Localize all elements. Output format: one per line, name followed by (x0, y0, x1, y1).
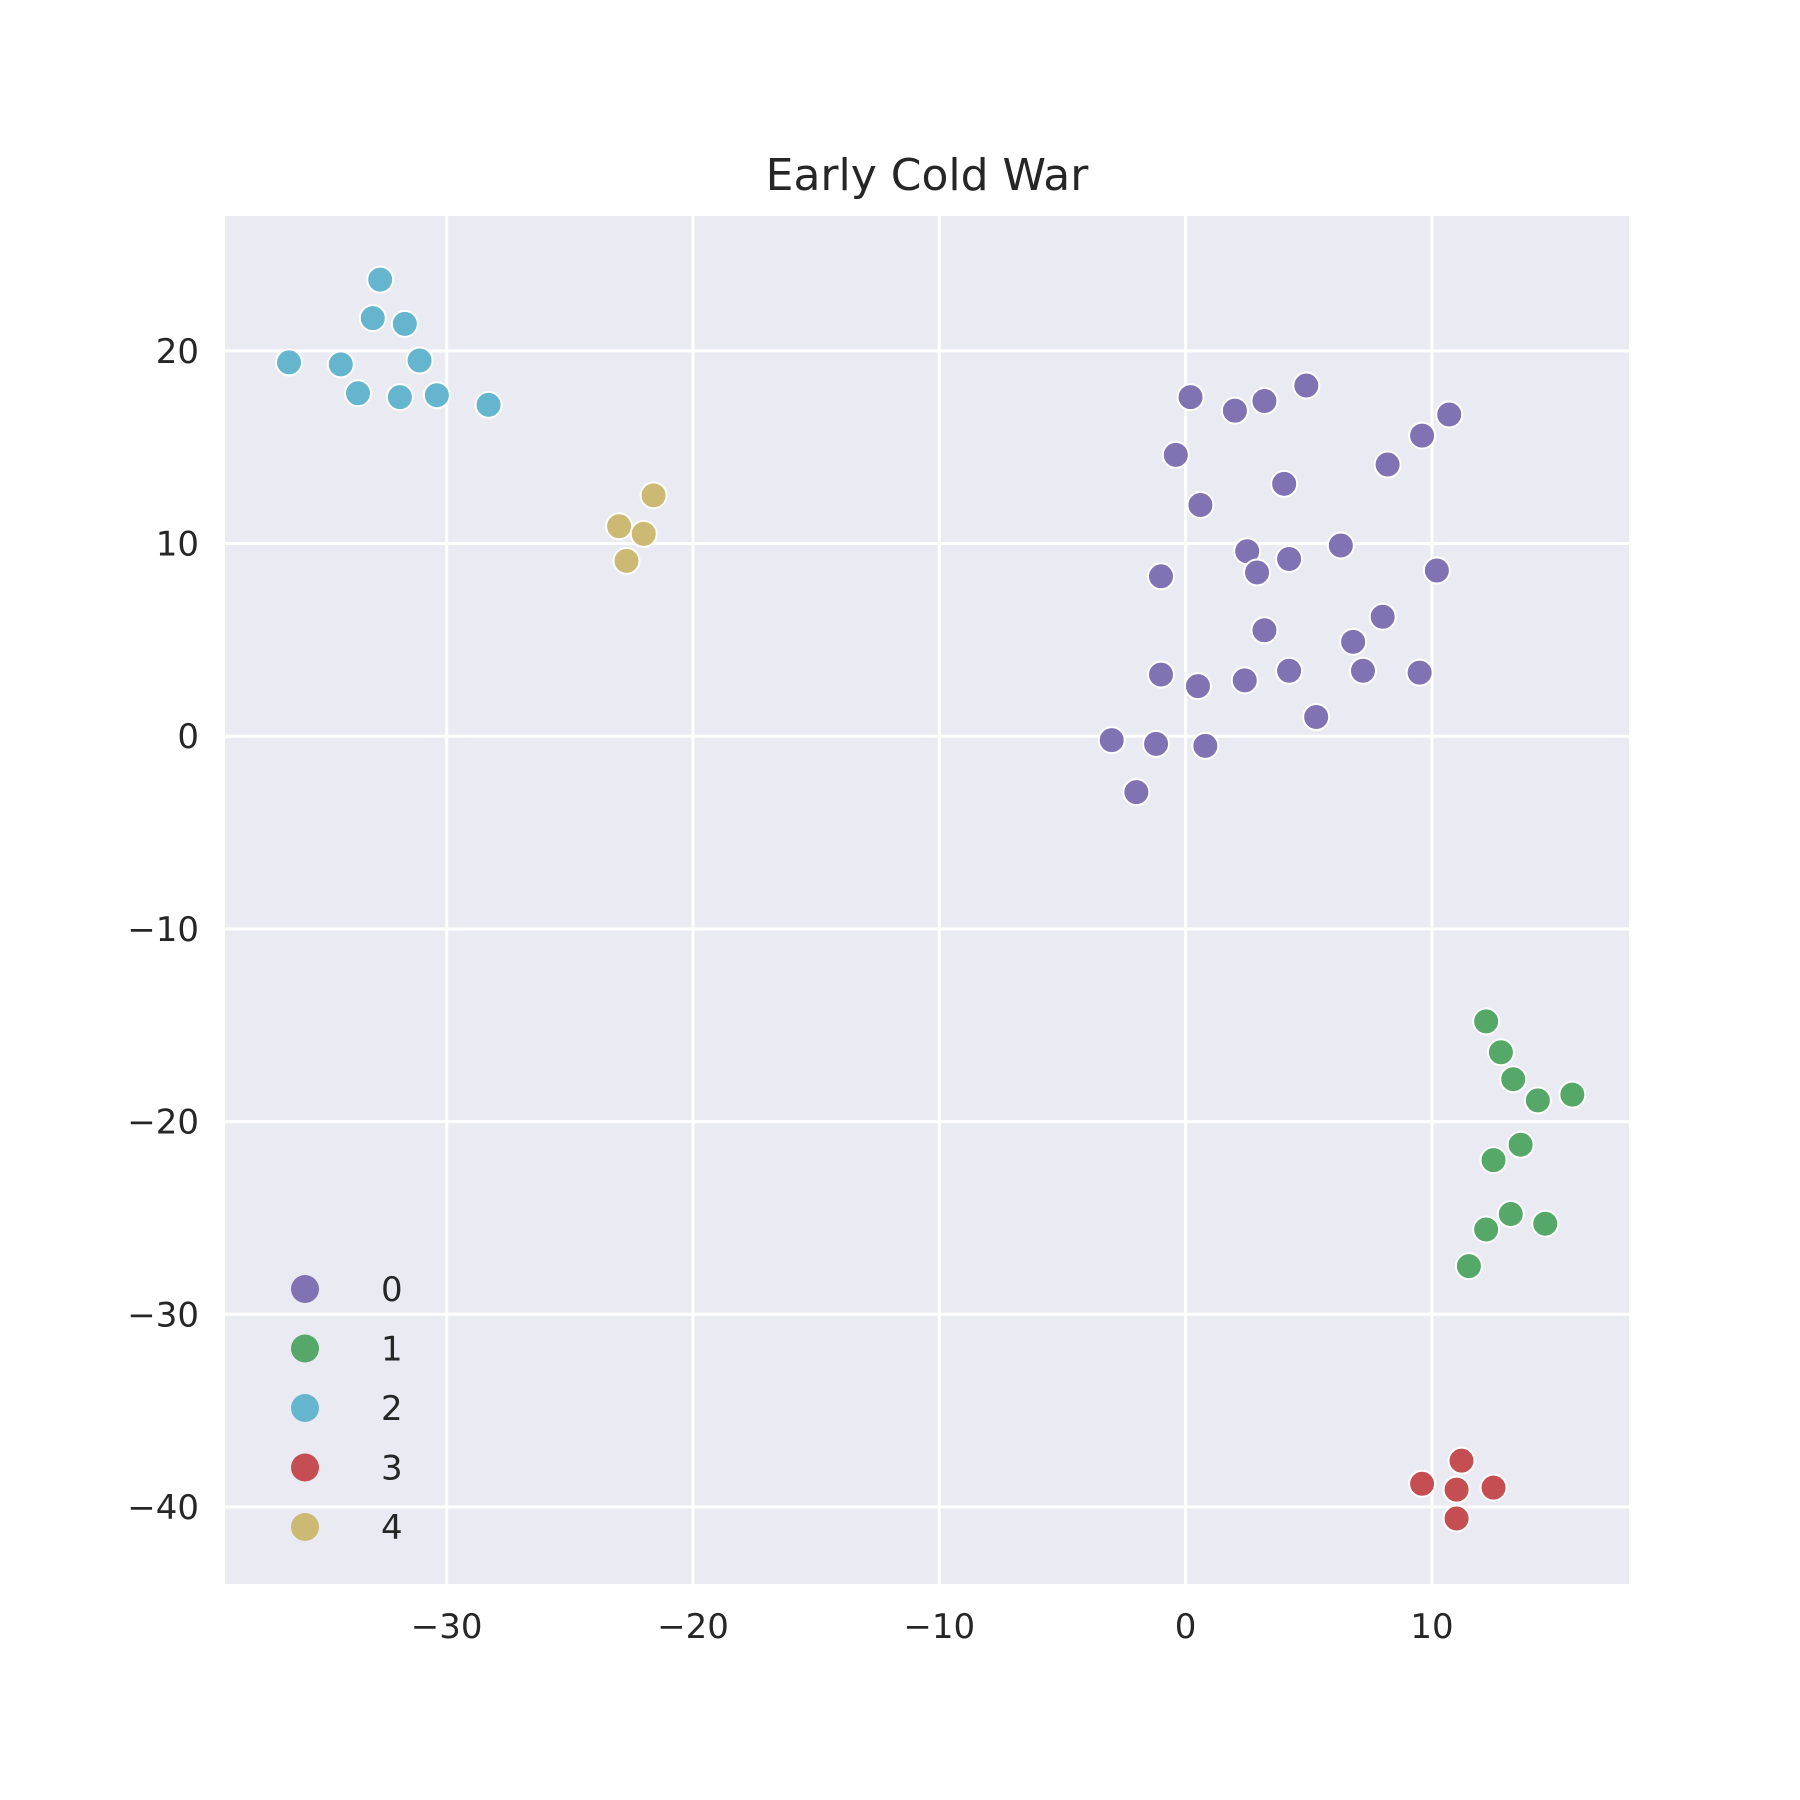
data-point-series-1 (1479, 1146, 1508, 1175)
legend-marker-0 (291, 1275, 319, 1303)
legend-marker-2 (291, 1394, 319, 1422)
data-points (275, 265, 1587, 1533)
data-point-series-2 (405, 346, 434, 375)
grid-lines (225, 216, 1629, 1584)
data-point-series-2 (390, 309, 419, 338)
data-point-series-1 (1523, 1086, 1552, 1115)
data-point-series-1 (1499, 1065, 1528, 1094)
data-point-series-0 (1122, 778, 1151, 807)
y-axis-ticks: 20 10 0 −10 −20 −30 −40 (127, 332, 199, 1528)
y-tick-label: −10 (127, 910, 199, 950)
data-point-series-0 (1147, 562, 1175, 591)
data-point-series-0 (1275, 544, 1304, 573)
data-point-series-4 (629, 519, 658, 548)
data-point-series-1 (1454, 1252, 1483, 1281)
data-point-series-0 (1147, 660, 1175, 689)
data-point-series-2 (275, 348, 304, 377)
data-point-series-1 (1472, 1007, 1501, 1036)
data-point-series-0 (1220, 396, 1249, 425)
data-point-series-1 (1486, 1038, 1515, 1067)
data-point-series-4 (612, 546, 641, 575)
data-point-series-0 (1275, 656, 1304, 685)
x-axis-ticks: −30 −20 −10 0 10 (411, 1607, 1454, 1647)
data-point-series-0 (1405, 658, 1434, 687)
x-tick-label: −20 (657, 1607, 729, 1647)
legend-label-3: 3 (381, 1449, 403, 1489)
data-point-series-0 (1142, 729, 1171, 758)
data-point-series-1 (1472, 1215, 1501, 1244)
y-tick-label: −30 (127, 1295, 199, 1335)
x-tick-label: 10 (1410, 1607, 1453, 1647)
legend-label-1: 1 (381, 1330, 403, 1370)
data-point-series-0 (1408, 421, 1437, 450)
chart-title: Early Cold War (766, 150, 1090, 201)
data-point-series-0 (1186, 491, 1215, 520)
legend-label-4: 4 (381, 1508, 403, 1548)
data-point-series-0 (1339, 627, 1368, 656)
data-point-series-3 (1447, 1446, 1476, 1475)
data-point-series-0 (1176, 383, 1205, 412)
x-tick-label: −10 (903, 1607, 975, 1647)
data-point-series-3 (1408, 1469, 1437, 1498)
data-point-series-1 (1506, 1130, 1535, 1159)
legend-marker-1 (291, 1334, 319, 1363)
data-point-series-0 (1270, 469, 1299, 498)
data-point-series-4 (605, 512, 634, 541)
data-point-series-2 (385, 383, 414, 412)
data-point-series-2 (358, 304, 387, 333)
data-point-series-0 (1183, 672, 1212, 701)
data-point-series-0 (1348, 656, 1377, 685)
data-point-series-0 (1243, 558, 1272, 587)
data-point-series-0 (1191, 731, 1220, 760)
data-point-series-1 (1496, 1200, 1525, 1229)
data-point-series-2 (326, 350, 355, 379)
data-point-series-1 (1558, 1080, 1587, 1109)
y-tick-label: −40 (127, 1488, 199, 1528)
data-point-series-2 (422, 381, 451, 410)
legend-label-2: 2 (381, 1389, 403, 1429)
data-point-series-0 (1326, 531, 1355, 560)
legend-marker-3 (291, 1453, 319, 1482)
y-tick-label: −20 (127, 1103, 199, 1143)
x-tick-label: −30 (411, 1607, 483, 1647)
data-point-series-0 (1097, 726, 1126, 755)
data-point-series-3 (1442, 1475, 1471, 1504)
data-point-series-0 (1373, 450, 1402, 479)
legend-label-0: 0 (381, 1270, 403, 1310)
data-point-series-2 (366, 265, 395, 294)
data-point-series-1 (1531, 1209, 1560, 1238)
data-point-series-0 (1435, 400, 1464, 429)
data-point-series-0 (1230, 666, 1259, 695)
legend-marker-4 (291, 1513, 319, 1541)
data-point-series-0 (1368, 602, 1397, 631)
data-point-series-0 (1292, 371, 1321, 400)
data-point-series-0 (1302, 702, 1331, 731)
y-tick-label: 10 (156, 525, 199, 565)
y-tick-label: 20 (156, 332, 199, 372)
data-point-series-0 (1250, 616, 1279, 645)
data-point-series-0 (1161, 440, 1190, 469)
data-point-series-0 (1422, 556, 1451, 585)
data-point-series-0 (1250, 386, 1279, 415)
legend: 0 1 2 3 4 (291, 1270, 403, 1548)
data-point-series-2 (474, 390, 503, 419)
data-point-series-4 (639, 481, 668, 510)
x-tick-label: 0 (1175, 1607, 1197, 1647)
plot-background (225, 216, 1629, 1584)
data-point-series-3 (1479, 1473, 1508, 1502)
data-point-series-3 (1442, 1504, 1471, 1533)
y-tick-label: 0 (177, 717, 199, 757)
data-point-series-2 (344, 379, 373, 408)
